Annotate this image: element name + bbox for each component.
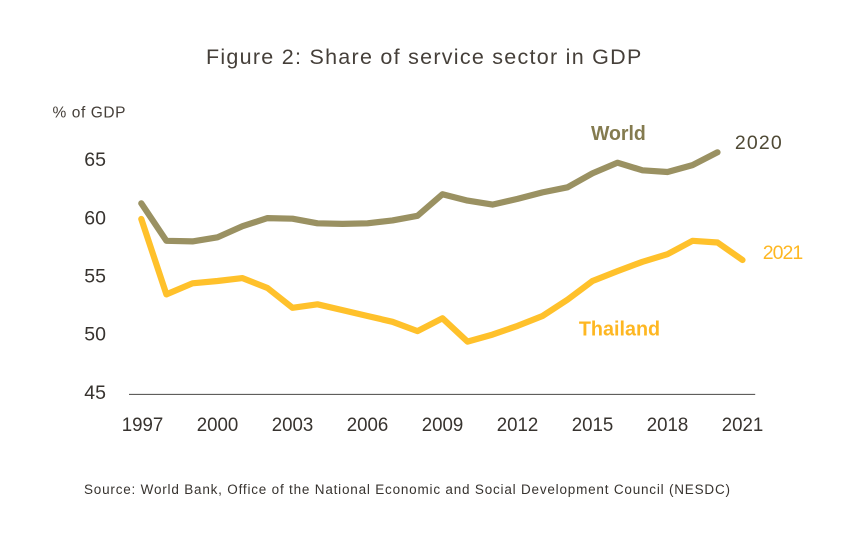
svg-text:2018: 2018 [647,415,689,436]
svg-text:65: 65 [84,149,106,171]
svg-text:Thailand: Thailand [579,318,660,341]
svg-text:1997: 1997 [122,415,164,436]
svg-text:2000: 2000 [197,415,239,436]
svg-text:2009: 2009 [422,415,464,436]
svg-text:45: 45 [84,382,106,404]
svg-text:60: 60 [84,207,106,229]
svg-text:2003: 2003 [272,415,314,436]
svg-text:World: World [591,123,646,145]
svg-text:Source: World Bank, Office of: Source: World Bank, Office of the Nation… [84,482,730,497]
svg-text:2012: 2012 [497,415,539,436]
svg-text:Figure 2: Share of service sec: Figure 2: Share of service sector in GDP [206,45,641,69]
svg-text:2021: 2021 [722,415,764,436]
svg-text:2015: 2015 [572,415,614,436]
svg-text:2006: 2006 [347,415,389,436]
svg-text:% of GDP: % of GDP [53,104,126,121]
svg-text:50: 50 [84,324,106,346]
svg-text:55: 55 [84,266,106,288]
svg-text:2020: 2020 [735,132,782,154]
svg-text:2021: 2021 [763,242,804,264]
